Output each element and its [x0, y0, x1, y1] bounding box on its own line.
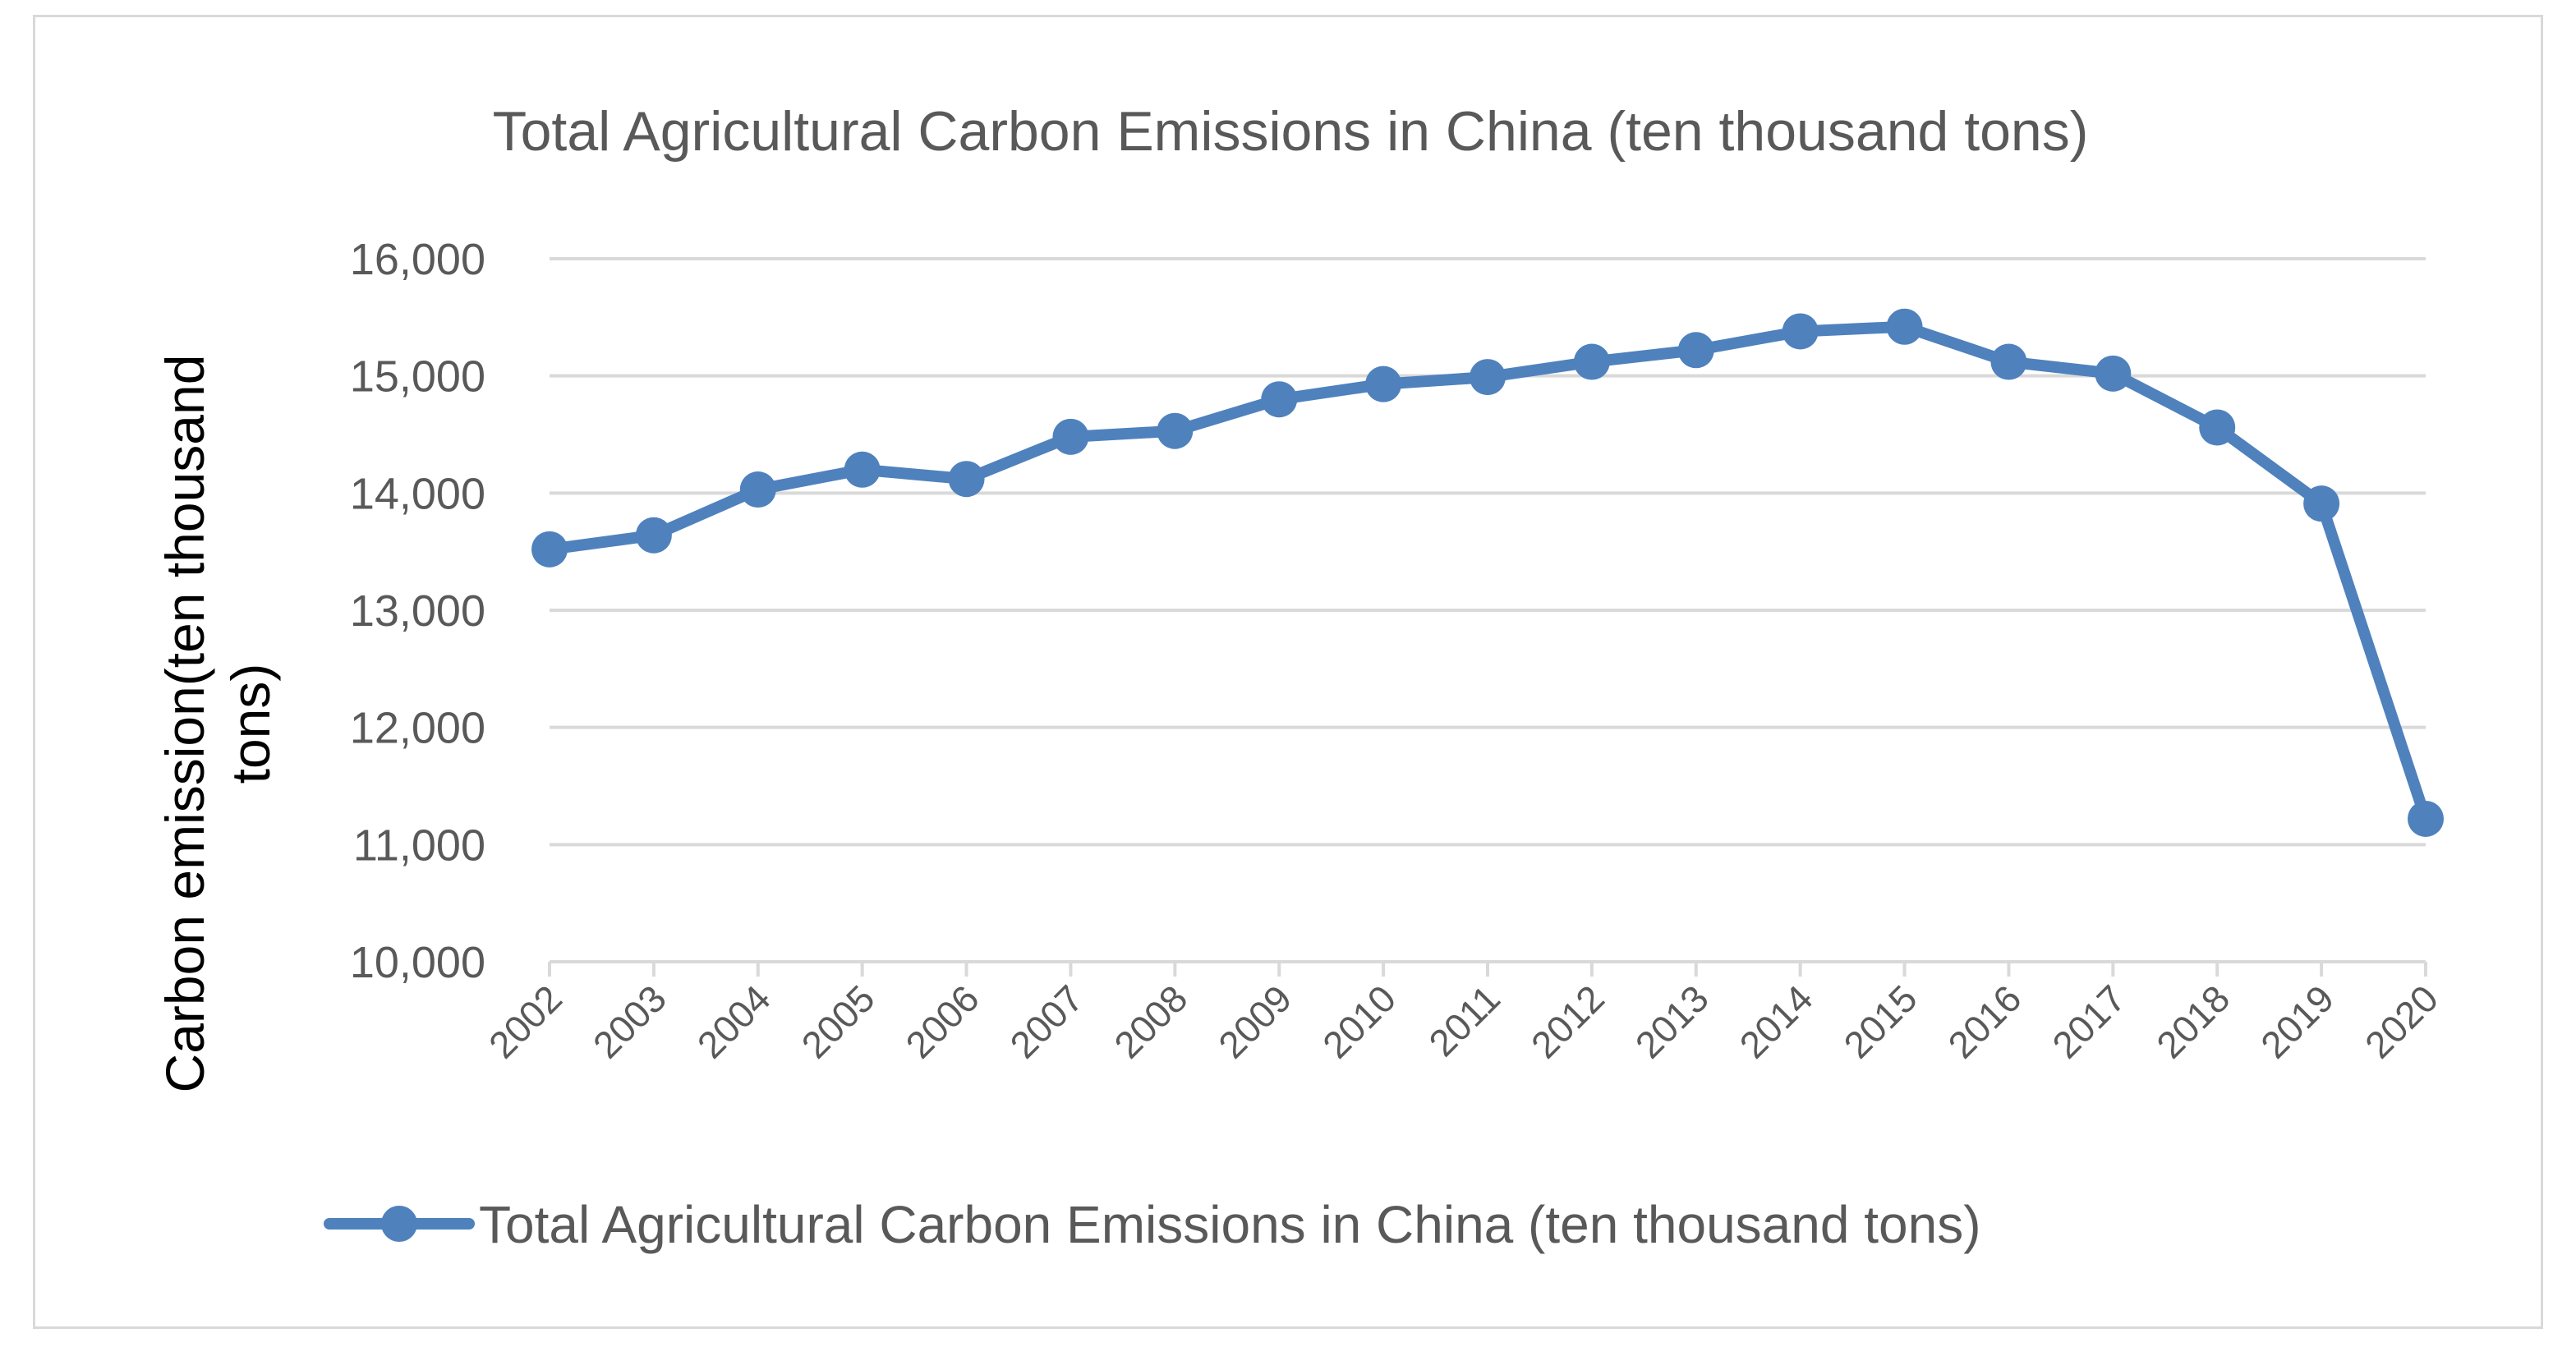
chart-title: Total Agricultural Carbon Emissions in C… — [493, 100, 2089, 163]
data-point[interactable] — [2095, 355, 2132, 392]
x-tick-label: 2004 — [689, 977, 779, 1066]
chart-svg: Total Agricultural Carbon Emissions in C… — [154, 100, 2446, 1254]
data-point[interactable] — [844, 451, 881, 488]
x-tick-label: 2016 — [1939, 977, 2029, 1066]
x-tick-label: 2018 — [2148, 977, 2238, 1066]
series-line — [544, 320, 2431, 825]
y-axis-label-line-1: Carbon emission(ten thousand — [154, 355, 215, 1093]
legend-marker-swatch — [381, 1206, 417, 1242]
data-point[interactable] — [1990, 343, 2027, 380]
x-tick-label: 2009 — [1210, 977, 1300, 1066]
x-tick-label: 2005 — [794, 977, 883, 1066]
x-tick-label: 2019 — [2252, 977, 2342, 1066]
data-point[interactable] — [531, 531, 568, 568]
data-point[interactable] — [1365, 365, 1402, 402]
x-tick-label: 2002 — [481, 977, 570, 1066]
y-tick-label: 10,000 — [350, 938, 485, 987]
x-tick-label: 2010 — [1314, 977, 1404, 1066]
data-point[interactable] — [2303, 485, 2340, 522]
data-point[interactable] — [2408, 800, 2444, 837]
data-point[interactable] — [1470, 359, 1506, 396]
data-point[interactable] — [1261, 381, 1298, 418]
data-point[interactable] — [1677, 332, 1714, 369]
x-axis-ticks: 2002 2003 2004 2005 2006 2007 2008 2009 2010 2011… — [481, 977, 2446, 1066]
legend[interactable]: Total Agricultural Carbon Emissions in C… — [324, 1195, 1981, 1254]
data-point[interactable] — [948, 461, 985, 498]
x-tick-label: 2012 — [1523, 977, 1612, 1066]
data-point[interactable] — [739, 471, 776, 508]
x-tick-label: 2003 — [585, 977, 674, 1066]
y-tick-label: 12,000 — [350, 704, 485, 753]
data-point[interactable] — [1573, 343, 1610, 380]
y-axis-ticks: 10,000 11,000 12,000 13,000 14,000 15,000 16,0… — [350, 235, 485, 987]
series-layer — [531, 308, 2444, 837]
x-tick-label: 2014 — [1732, 977, 1821, 1066]
x-tick-label: 2008 — [1106, 977, 1195, 1066]
data-point[interactable] — [2199, 409, 2236, 446]
y-tick-label: 14,000 — [350, 469, 485, 518]
x-tick-label: 2011 — [1420, 977, 1508, 1064]
y-tick-label: 13,000 — [350, 586, 485, 636]
x-tick-label: 2013 — [1627, 977, 1717, 1066]
x-tick-label: 2017 — [2044, 977, 2133, 1066]
x-tick-label: 2015 — [1835, 977, 1925, 1066]
data-point[interactable] — [1886, 308, 1923, 345]
x-tick-label: 2007 — [1001, 977, 1091, 1066]
data-point[interactable] — [1157, 412, 1194, 449]
y-tick-label: 15,000 — [350, 352, 485, 402]
x-tick-label: 2020 — [2357, 977, 2446, 1066]
chart-frame: Total Agricultural Carbon Emissions in C… — [33, 15, 2543, 1329]
x-axis — [548, 960, 2427, 977]
y-tick-label: 16,000 — [350, 235, 485, 284]
x-tick-label: 2006 — [897, 977, 987, 1066]
y-axis-label: Carbon emission(ten thousand tons) — [154, 355, 281, 1093]
data-point[interactable] — [1782, 313, 1819, 350]
legend-label: Total Agricultural Carbon Emissions in C… — [479, 1195, 1981, 1254]
y-tick-label: 11,000 — [353, 820, 485, 870]
y-axis-label-line-2: tons) — [220, 664, 281, 784]
data-point[interactable] — [635, 517, 672, 554]
data-point[interactable] — [1052, 418, 1089, 455]
